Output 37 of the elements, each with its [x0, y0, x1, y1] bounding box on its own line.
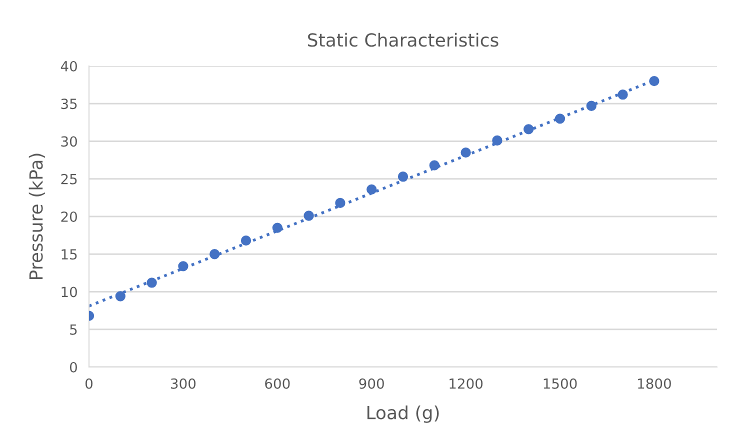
point — [429, 160, 440, 170]
point — [304, 210, 314, 221]
x-tick-label: 1200 — [450, 378, 483, 389]
point — [272, 222, 282, 233]
point — [366, 184, 377, 194]
x-tick-label: 1800 — [638, 378, 671, 389]
point — [618, 90, 628, 100]
y-tick-label: 5 — [70, 324, 77, 335]
point — [492, 135, 502, 146]
x-tick-label: 900 — [359, 378, 384, 389]
x-axis-title: Load (g) — [367, 405, 439, 423]
x-tick-label: 1500 — [544, 378, 577, 389]
y-tick-label: 35 — [61, 98, 77, 110]
x-tick-label: 600 — [265, 378, 290, 389]
point — [240, 235, 252, 246]
point — [649, 76, 660, 86]
point — [178, 261, 188, 272]
point — [115, 291, 126, 302]
point — [398, 172, 408, 182]
x-tick-label: 300 — [171, 378, 196, 389]
chart-title: Static Characteristics — [308, 32, 498, 47]
y-tick-label: 15 — [62, 249, 77, 260]
point — [554, 114, 566, 124]
y-tick-label: 10 — [62, 286, 77, 298]
y-tick-label: 20 — [61, 211, 77, 222]
point — [146, 278, 157, 288]
point — [586, 100, 596, 111]
y-tick-label: 0 — [70, 362, 77, 372]
y-tick-label: 40 — [60, 60, 77, 72]
y-tick-label: 30 — [61, 136, 77, 147]
point — [460, 147, 471, 158]
point — [524, 124, 534, 134]
point — [210, 249, 220, 260]
x-tick-label: 0 — [85, 378, 92, 389]
y-tick-label: 25 — [61, 174, 77, 184]
point — [335, 198, 346, 208]
y-axis-title: Pressure (kPa) — [28, 154, 45, 279]
